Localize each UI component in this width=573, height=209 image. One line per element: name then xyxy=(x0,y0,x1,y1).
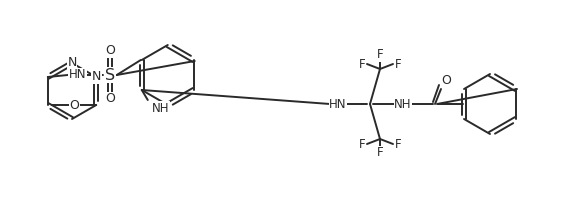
Text: O: O xyxy=(105,45,115,57)
Text: NH: NH xyxy=(152,102,169,115)
Text: O: O xyxy=(105,93,115,106)
Text: F: F xyxy=(359,57,366,70)
Text: F: F xyxy=(359,138,366,150)
Text: F: F xyxy=(376,48,383,61)
Text: NH: NH xyxy=(394,98,412,111)
Text: F: F xyxy=(395,138,401,150)
Text: N: N xyxy=(67,56,77,70)
Text: F: F xyxy=(376,147,383,159)
Text: O: O xyxy=(69,98,79,111)
Text: S: S xyxy=(105,68,115,83)
Text: O: O xyxy=(441,74,451,88)
Text: HN: HN xyxy=(69,69,87,82)
Text: N: N xyxy=(92,70,101,84)
Text: HN: HN xyxy=(329,98,347,111)
Text: F: F xyxy=(395,57,401,70)
